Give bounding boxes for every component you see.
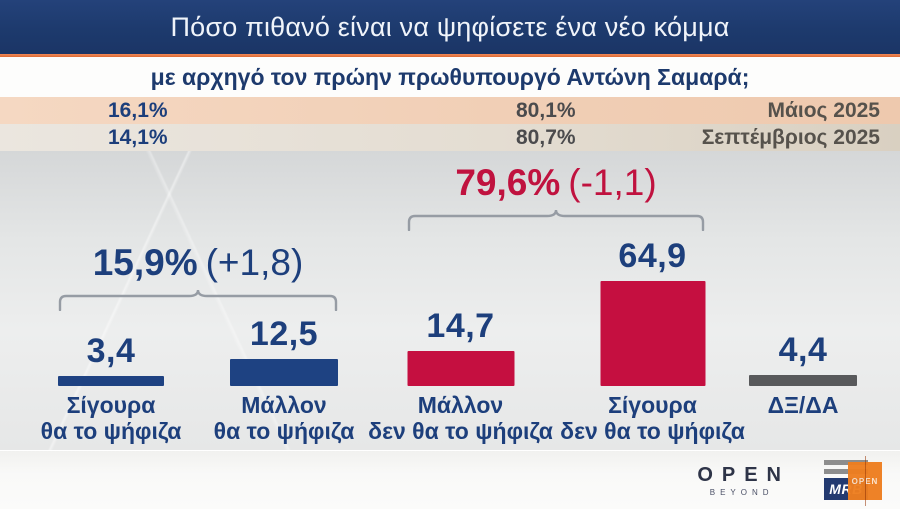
bar-value: 12,5 <box>249 315 319 353</box>
unlikely-percent: 80,1% <box>516 99 576 122</box>
group-annotation-likely: 15,9% (+1,8) <box>58 241 338 312</box>
bar-rect <box>230 359 338 386</box>
group-delta: (+1,8) <box>205 242 304 283</box>
orange-divider <box>0 54 900 57</box>
bracket-icon <box>407 210 705 232</box>
likely-percent: 16,1% <box>108 99 168 122</box>
title-bar: Πόσο πιθανό είναι να ψηφίσετε ένα νέο κό… <box>0 0 900 54</box>
bar-category-label: Μάλλον θα το ψήφιζα <box>213 392 355 444</box>
bracket-icon <box>58 290 338 312</box>
bar-column-4: 64,9 Σίγουρα δεν θα το ψήφιζα <box>560 237 745 444</box>
history-row-september-2025: 14,1% 80,7% Σεπτέμβριος 2025 <box>0 124 900 151</box>
bar-column-5: 4,4 ΔΞ/ΔΑ <box>749 331 857 418</box>
bar-rect <box>407 351 514 386</box>
mrb-stripe <box>824 460 868 465</box>
page-title: Πόσο πιθανό είναι να ψηφίσετε ένα νέο κό… <box>170 11 730 42</box>
badge-open-text: OPEN <box>852 477 879 486</box>
open-orange-badge: OPEN <box>848 456 882 506</box>
period-label: Σεπτέμβριος 2025 <box>701 126 880 149</box>
group-total: 79,6% <box>455 162 561 203</box>
bar-category-label: ΔΞ/ΔΑ <box>767 392 839 418</box>
antenna-line <box>865 456 866 506</box>
mrb-stripe <box>824 469 868 474</box>
bar-category-label: Σίγουρα θα το ψήφιζα <box>40 392 182 444</box>
open-wordmark: OPEN <box>697 463 790 486</box>
group-total: 15,9% <box>92 242 198 283</box>
bar-column-3: 14,7 Μάλλον δεν θα το ψήφιζα <box>368 307 553 444</box>
bar-category-label: Μάλλον δεν θα το ψήφιζα <box>368 392 553 444</box>
subtitle-bar: με αρχηγό τον πρώην πρωθυπουργό Αντώνη Σ… <box>0 57 900 97</box>
bar-value: 14,7 <box>426 307 495 345</box>
bar-value: 4,4 <box>778 331 828 369</box>
group-annotation-unlikely: 79,6% (-1,1) <box>407 161 705 232</box>
group-delta: (-1,1) <box>568 162 657 203</box>
unlikely-percent: 80,7% <box>516 126 576 149</box>
bar-category-label: Σίγουρα δεν θα το ψήφιζα <box>560 392 745 444</box>
bar-column-1: 3,4 Σίγουρα θα το ψήφιζα <box>41 332 182 444</box>
open-channel-logo: OPEN BEYOND <box>688 464 790 497</box>
footer-bar: OPEN BEYOND MRB OPEN <box>0 450 900 509</box>
open-tagline: BEYOND <box>709 487 774 497</box>
likely-percent: 14,1% <box>108 126 168 149</box>
period-label: Μάιος 2025 <box>767 99 880 122</box>
bar-rect <box>600 281 705 386</box>
bar-value: 3,4 <box>86 332 136 370</box>
bar-rect <box>749 375 857 386</box>
bar-chart: 3,4 Σίγουρα θα το ψήφιζα 12,5 Μάλλον θα το ψή… <box>0 151 900 450</box>
history-row-may-2025: 16,1% 80,1% Μάιος 2025 <box>0 97 900 124</box>
bar-value: 64,9 <box>618 237 687 275</box>
page-subtitle: με αρχηγό τον πρώην πρωθυπουργό Αντώνη Σ… <box>150 63 750 90</box>
bar-rect <box>58 376 164 386</box>
mrb-pollster-logo: MRB OPEN <box>824 456 882 506</box>
bar-column-2: 12,5 Μάλλον θα το ψήφιζα <box>214 315 355 444</box>
